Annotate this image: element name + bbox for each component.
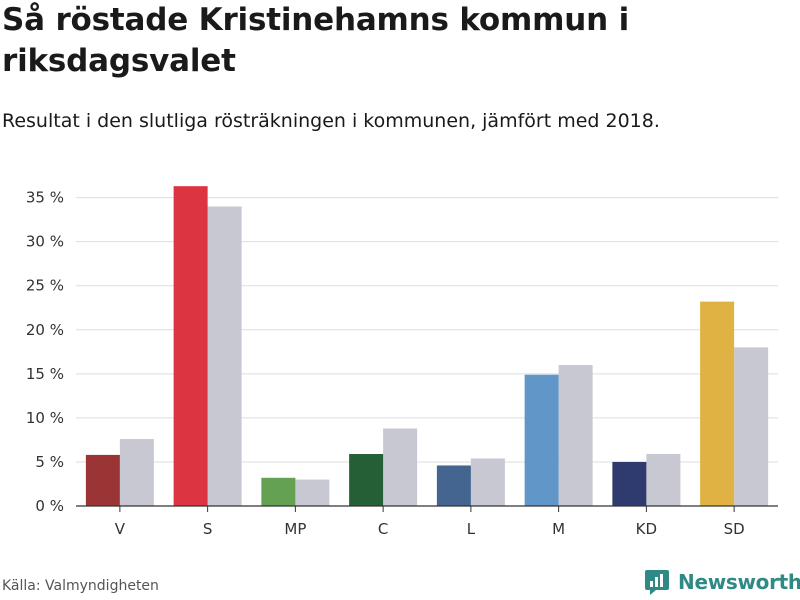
y-tick-label: 0 % bbox=[35, 497, 64, 515]
x-tick-label: V bbox=[115, 520, 126, 538]
bar-M-2022 bbox=[524, 374, 559, 506]
bar-S-2022 bbox=[173, 186, 208, 506]
chart-title: Så röstade Kristinehamns kommun i riksda… bbox=[2, 2, 629, 79]
y-tick-label: 5 % bbox=[35, 453, 64, 471]
bars bbox=[85, 186, 769, 506]
bar-MP-2018 bbox=[295, 479, 330, 506]
y-axis: 0 % 5 % 10 % 15 % 20 % 25 % 30 % 35 % bbox=[26, 189, 64, 515]
y-tick-label: 20 % bbox=[26, 321, 64, 339]
y-tick-label: 35 % bbox=[26, 189, 64, 207]
x-axis: V S MP C L M KD SD bbox=[76, 505, 778, 538]
bar-SD-2018 bbox=[734, 347, 769, 506]
y-tick-label: 25 % bbox=[26, 277, 64, 295]
source-note: Källa: Valmyndigheten bbox=[2, 578, 159, 594]
brand-name: Newsworthy bbox=[678, 570, 800, 594]
bar-KD-2018 bbox=[646, 454, 681, 506]
chart-subtitle: Resultat i den slutliga rösträkningen i … bbox=[2, 110, 660, 132]
bar-C-2022 bbox=[349, 454, 384, 506]
y-tick-label: 30 % bbox=[26, 233, 64, 251]
bar-M-2018 bbox=[558, 365, 593, 506]
bar-V-2022 bbox=[85, 454, 120, 506]
bar-SD-2022 bbox=[700, 301, 735, 506]
bar-L-2022 bbox=[436, 465, 471, 506]
bar-C-2018 bbox=[383, 428, 418, 506]
x-tick-label: L bbox=[467, 520, 476, 538]
x-tick-label: S bbox=[203, 520, 213, 538]
bar-L-2018 bbox=[470, 458, 505, 506]
y-tick-label: 10 % bbox=[26, 409, 64, 427]
bar-MP-2022 bbox=[261, 477, 296, 506]
x-tick-label: MP bbox=[284, 520, 306, 538]
x-tick-label: KD bbox=[636, 520, 657, 538]
brand-logo[interactable]: Newsworthy bbox=[644, 568, 800, 596]
x-tick-label: SD bbox=[724, 520, 745, 538]
bar-S-2018 bbox=[207, 206, 242, 506]
newsworthy-logo-icon bbox=[645, 570, 669, 595]
bar-KD-2022 bbox=[612, 461, 647, 506]
bar-V-2018 bbox=[119, 439, 154, 506]
x-tick-label: C bbox=[378, 520, 388, 538]
x-tick-label: M bbox=[552, 520, 565, 538]
y-tick-label: 15 % bbox=[26, 365, 64, 383]
